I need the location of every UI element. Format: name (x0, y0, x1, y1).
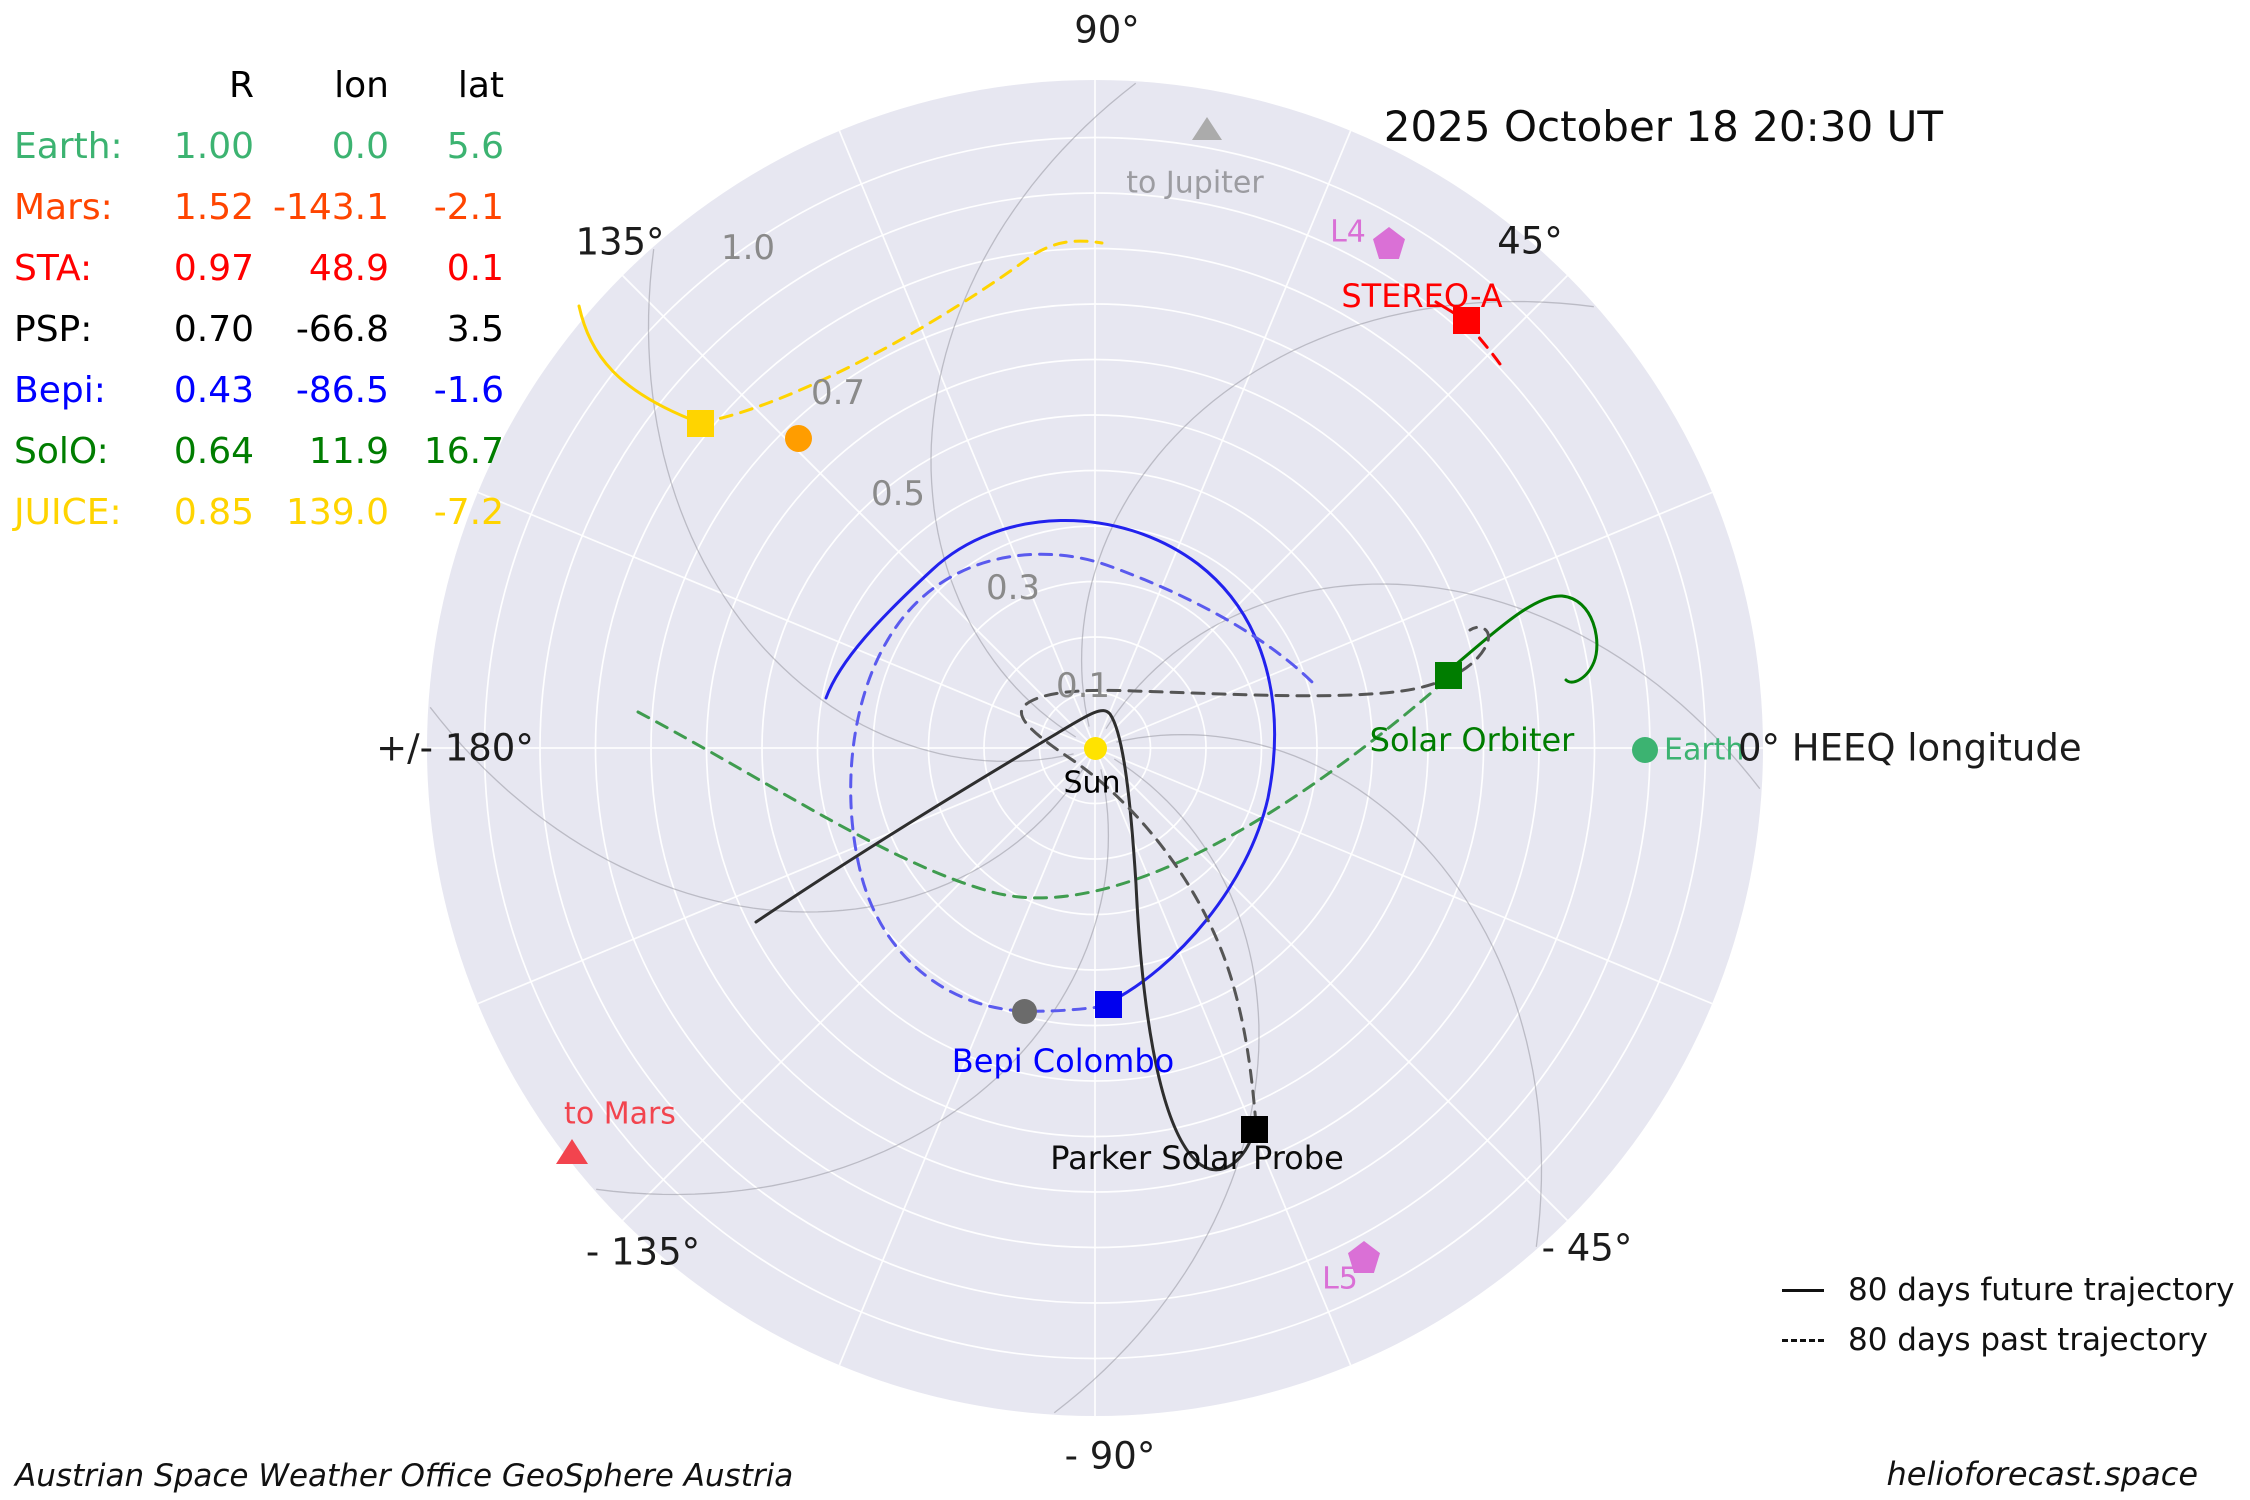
legend-item-future: 80 days future trajectory (1782, 1272, 2235, 1308)
juice-future-trajectory (577, 304, 702, 425)
to-jupiter-label: to Jupiter (1126, 165, 1264, 201)
ephemeris-row-bepi: Bepi: 0.43 -86.5 -1.6 (14, 370, 504, 411)
ephemeris-header: R lon lat (14, 55, 504, 116)
parker-solar-probe-label: Parker Solar Probe (1050, 1139, 1344, 1177)
datetime-label: 2025 October 18 20:30 UT (1383, 102, 1943, 151)
l5-label: L5 (1322, 1261, 1358, 1297)
bepi-colombo-marker (1094, 990, 1122, 1018)
solar-orbiter-label: Solar Orbiter (1369, 721, 1575, 759)
radial-tick-1.0: 1.0 (720, 228, 776, 268)
ephemeris-row-juice: JUICE: 0.85 139.0 -7.2 (14, 492, 504, 533)
angle-label-45: 45° (1497, 219, 1563, 263)
column-header-lat: lat (457, 65, 504, 106)
angle-label-180: +/- 180° (376, 726, 534, 770)
psp-past-trajectory (1019, 625, 1490, 1126)
radial-tick-0.3: 0.3 (985, 568, 1041, 608)
legend-future-label: 80 days future trajectory (1848, 1272, 2235, 1308)
solar-orbiter-marker (1434, 661, 1462, 689)
ephemeris-table: R lon lat Earth: 1.00 0.0 5.6 Mars: 1.52 -143.… (14, 55, 504, 543)
bepi-future-trajectory (824, 519, 1277, 1004)
angle-label-90: 90° (1074, 8, 1140, 52)
psp-future-trajectory (754, 709, 1256, 1172)
angle-label-90: - 90° (1064, 1434, 1156, 1478)
parker-solar-probe-marker (1240, 1115, 1268, 1143)
solid-line-icon (1782, 1288, 1824, 1292)
earth-marker (1632, 737, 1658, 763)
legend-past-label: 80 days past trajectory (1848, 1322, 2208, 1358)
venus-marker (784, 424, 812, 452)
angle-label-45: - 45° (1541, 1226, 1633, 1270)
angle-label-135: 135° (575, 220, 665, 264)
mercury-marker (1011, 998, 1037, 1024)
sun-label: Sun (1063, 765, 1121, 801)
ephemeris-row-sta: STA: 0.97 48.9 0.1 (14, 248, 504, 289)
ephemeris-row-mars: Mars: 1.52 -143.1 -2.1 (14, 187, 504, 228)
legend-item-past: 80 days past trajectory (1782, 1322, 2235, 1358)
radial-tick-0.5: 0.5 (870, 474, 926, 514)
attribution-right: helioforecast.space (1886, 1455, 2198, 1493)
ephemeris-row-psp: PSP: 0.70 -66.8 3.5 (14, 309, 504, 350)
radial-tick-0.1: 0.1 (1055, 666, 1111, 706)
earth-label: Earth (1664, 732, 1745, 768)
angle-label-0HEEQlongitude: 0° HEEQ longitude (1738, 726, 2082, 770)
to-jupiter-marker (1192, 116, 1222, 140)
attribution-left: Austrian Space Weather Office GeoSphere … (15, 1458, 794, 1494)
sun-marker (1083, 736, 1107, 760)
stereo-a-label: STEREO-A (1341, 277, 1503, 315)
stereo-a-marker (1452, 306, 1480, 334)
to-mars-label: to Mars (564, 1096, 676, 1132)
column-header-r: R (228, 65, 254, 106)
radial-tick-0.7: 0.7 (810, 373, 866, 413)
juice-past-trajectory (698, 239, 1104, 425)
trajectory-legend: 80 days future trajectory 80 days past t… (1782, 1272, 2235, 1372)
angle-label-135: - 135° (585, 1230, 701, 1274)
dashed-line-icon (1782, 1338, 1824, 1342)
solo-future-trajectory (1446, 594, 1599, 684)
l4-label: L4 (1330, 214, 1366, 250)
solo-past-trajectory (636, 678, 1448, 900)
juice-marker (686, 409, 714, 437)
column-header-lon: lon (334, 65, 389, 106)
ephemeris-row-earth: Earth: 1.00 0.0 5.6 (14, 126, 504, 167)
bepi-colombo-label: Bepi Colombo (951, 1042, 1175, 1080)
ephemeris-row-solo: SolO: 0.64 11.9 16.7 (14, 431, 504, 472)
to-mars-marker (556, 1138, 588, 1164)
